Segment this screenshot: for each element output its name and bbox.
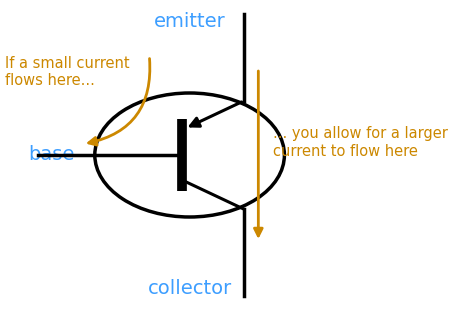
Text: emitter: emitter	[154, 12, 226, 31]
Text: collector: collector	[147, 279, 232, 298]
Text: base: base	[28, 145, 75, 165]
Text: ... you allow for a larger
current to flow here: ... you allow for a larger current to fl…	[273, 126, 447, 159]
Text: If a small current
flows here...: If a small current flows here...	[5, 56, 129, 88]
